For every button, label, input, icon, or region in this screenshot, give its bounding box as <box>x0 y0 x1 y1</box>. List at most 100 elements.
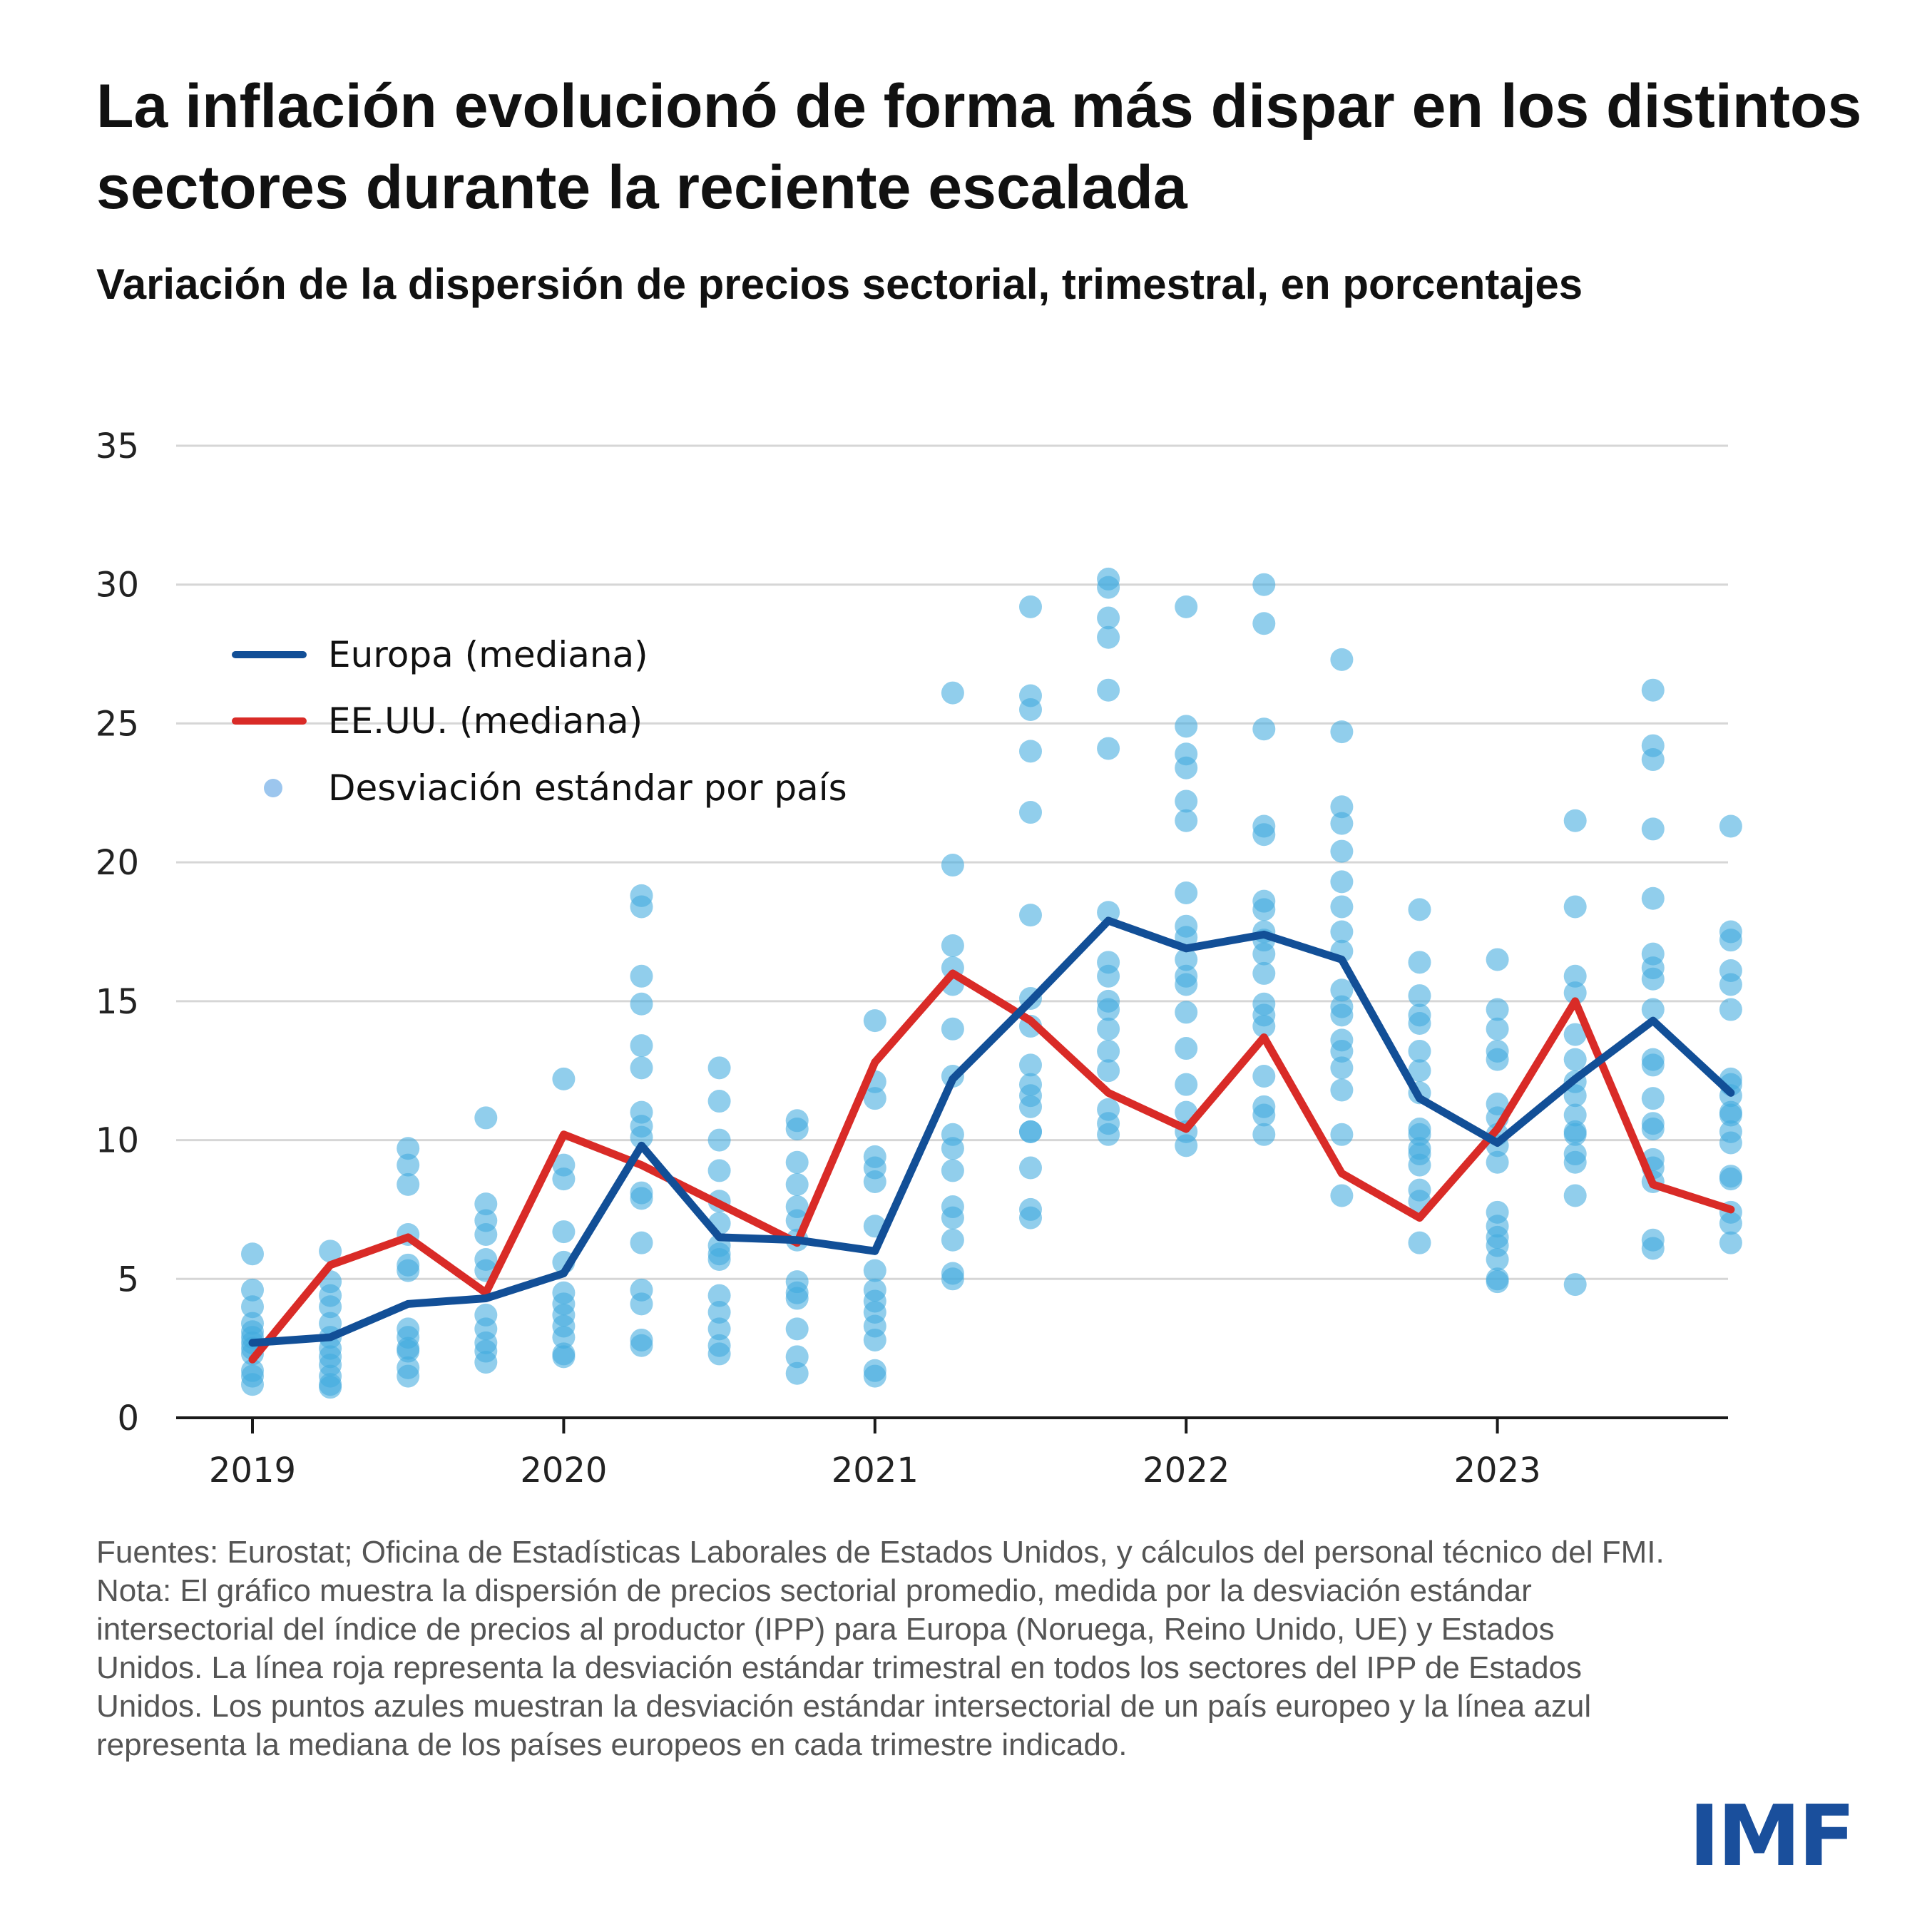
note-text: Nota: El gráfico muestra la dispersión d… <box>96 1573 1592 1762</box>
y-tick-label: 15 <box>96 982 139 1022</box>
country-dot <box>941 1137 964 1160</box>
country-dot <box>1408 1153 1431 1177</box>
country-dot <box>941 1267 964 1291</box>
country-dot <box>707 1342 731 1366</box>
country-dot <box>1330 1184 1354 1207</box>
country-dot <box>1330 795 1354 819</box>
y-tick-label: 0 <box>117 1399 139 1438</box>
country-dot <box>1019 740 1042 763</box>
x-axis: 2019 2020 2021 2022 2023 <box>176 1416 1728 1491</box>
country-dot <box>630 1187 653 1210</box>
country-dot <box>630 1125 653 1149</box>
x-tick-label: 2021 <box>832 1451 919 1491</box>
country-dot <box>241 1295 264 1319</box>
country-dot <box>1408 1059 1431 1083</box>
country-dot <box>1175 595 1198 618</box>
country-dot <box>1563 1123 1587 1146</box>
country-dot <box>1019 801 1042 824</box>
country-dot <box>241 1242 264 1266</box>
country-dot <box>1097 1017 1120 1041</box>
country-dot <box>1330 895 1354 919</box>
country-dot <box>1330 920 1354 944</box>
country-dot <box>941 681 964 705</box>
country-dot <box>474 1351 498 1374</box>
country-dot <box>1719 1103 1742 1127</box>
y-tick-label: 30 <box>96 566 139 605</box>
country-dot <box>1563 1103 1587 1127</box>
country-dot <box>1252 823 1276 847</box>
x-tick-label: 2023 <box>1454 1451 1541 1491</box>
country-dot <box>1019 595 1042 618</box>
country-dot <box>1563 964 1587 988</box>
country-dot <box>1563 1150 1587 1174</box>
country-dot <box>1019 1120 1042 1143</box>
country-dot <box>707 1159 731 1182</box>
x-tick-label: 2019 <box>209 1451 296 1491</box>
country-dot <box>1330 1056 1354 1080</box>
chart: 0 5 10 15 20 25 30 35 2019 2020 2021 2022 2023 Euro… <box>96 426 1742 1491</box>
country-dot <box>1175 1001 1198 1024</box>
country-dot <box>941 1228 964 1252</box>
country-dot <box>1408 1012 1431 1036</box>
country-dot <box>630 992 653 1016</box>
country-dot <box>1408 898 1431 921</box>
country-dot <box>552 1345 576 1369</box>
country-dot <box>630 1292 653 1316</box>
y-axis-ticks: 0 5 10 15 20 25 30 35 <box>96 426 139 1438</box>
country-dot <box>1175 756 1198 780</box>
country-dot <box>785 1150 809 1174</box>
country-dot <box>1641 1237 1665 1260</box>
country-dot <box>1175 1037 1198 1060</box>
country-dot <box>1097 964 1120 988</box>
country-dot <box>397 1259 420 1282</box>
country-dot <box>941 1017 964 1041</box>
country-dot <box>1486 1248 1509 1272</box>
us-median-line <box>248 969 1735 1364</box>
country-dot <box>319 1295 342 1319</box>
country-dot <box>1097 998 1120 1021</box>
country-dot <box>1641 817 1665 841</box>
country-dot <box>1097 1039 1120 1063</box>
series-lines <box>248 916 1735 1364</box>
country-dot <box>1486 1270 1509 1294</box>
country-dot <box>1486 948 1509 971</box>
country-dot <box>1252 1014 1276 1038</box>
country-dot <box>1408 951 1431 974</box>
country-dot <box>1330 1003 1354 1027</box>
legend-label-dots: Desviación estándar por país <box>328 767 847 809</box>
country-dot <box>1252 717 1276 741</box>
country-dot <box>630 895 653 919</box>
country-dot <box>397 1153 420 1177</box>
country-dot <box>1641 967 1665 991</box>
country-dot <box>707 1317 731 1341</box>
country-dot <box>1330 978 1354 1002</box>
country-dot <box>1019 1156 1042 1180</box>
country-dot <box>863 1364 886 1388</box>
country-dot <box>1719 1131 1742 1155</box>
country-dot <box>1408 1231 1431 1254</box>
country-dot <box>1175 973 1198 996</box>
country-dot <box>1641 1053 1665 1077</box>
country-dot <box>474 1222 498 1246</box>
country-dot <box>1719 1231 1742 1254</box>
chart-title: La inflación evolucionó de forma más dis… <box>96 72 1862 222</box>
country-dot <box>1641 886 1665 910</box>
country-dot <box>1563 1184 1587 1207</box>
country-dot <box>1486 1150 1509 1174</box>
country-dot <box>1175 881 1198 904</box>
country-dot <box>630 1231 653 1254</box>
country-dot <box>1719 1212 1742 1235</box>
country-dot <box>1097 1059 1120 1083</box>
country-dot <box>1252 898 1276 921</box>
country-dot <box>1097 606 1120 630</box>
country-dot <box>1719 814 1742 838</box>
country-dot <box>1097 576 1120 599</box>
country-dot <box>1408 1039 1431 1063</box>
country-dot <box>1330 1039 1354 1063</box>
country-dot <box>1719 929 1742 952</box>
country-dot <box>1563 1273 1587 1297</box>
y-tick-label: 20 <box>96 843 139 883</box>
country-dot <box>863 1170 886 1193</box>
country-dot <box>1175 1134 1198 1157</box>
legend-label-us: EE.UU. (mediana) <box>328 700 643 742</box>
